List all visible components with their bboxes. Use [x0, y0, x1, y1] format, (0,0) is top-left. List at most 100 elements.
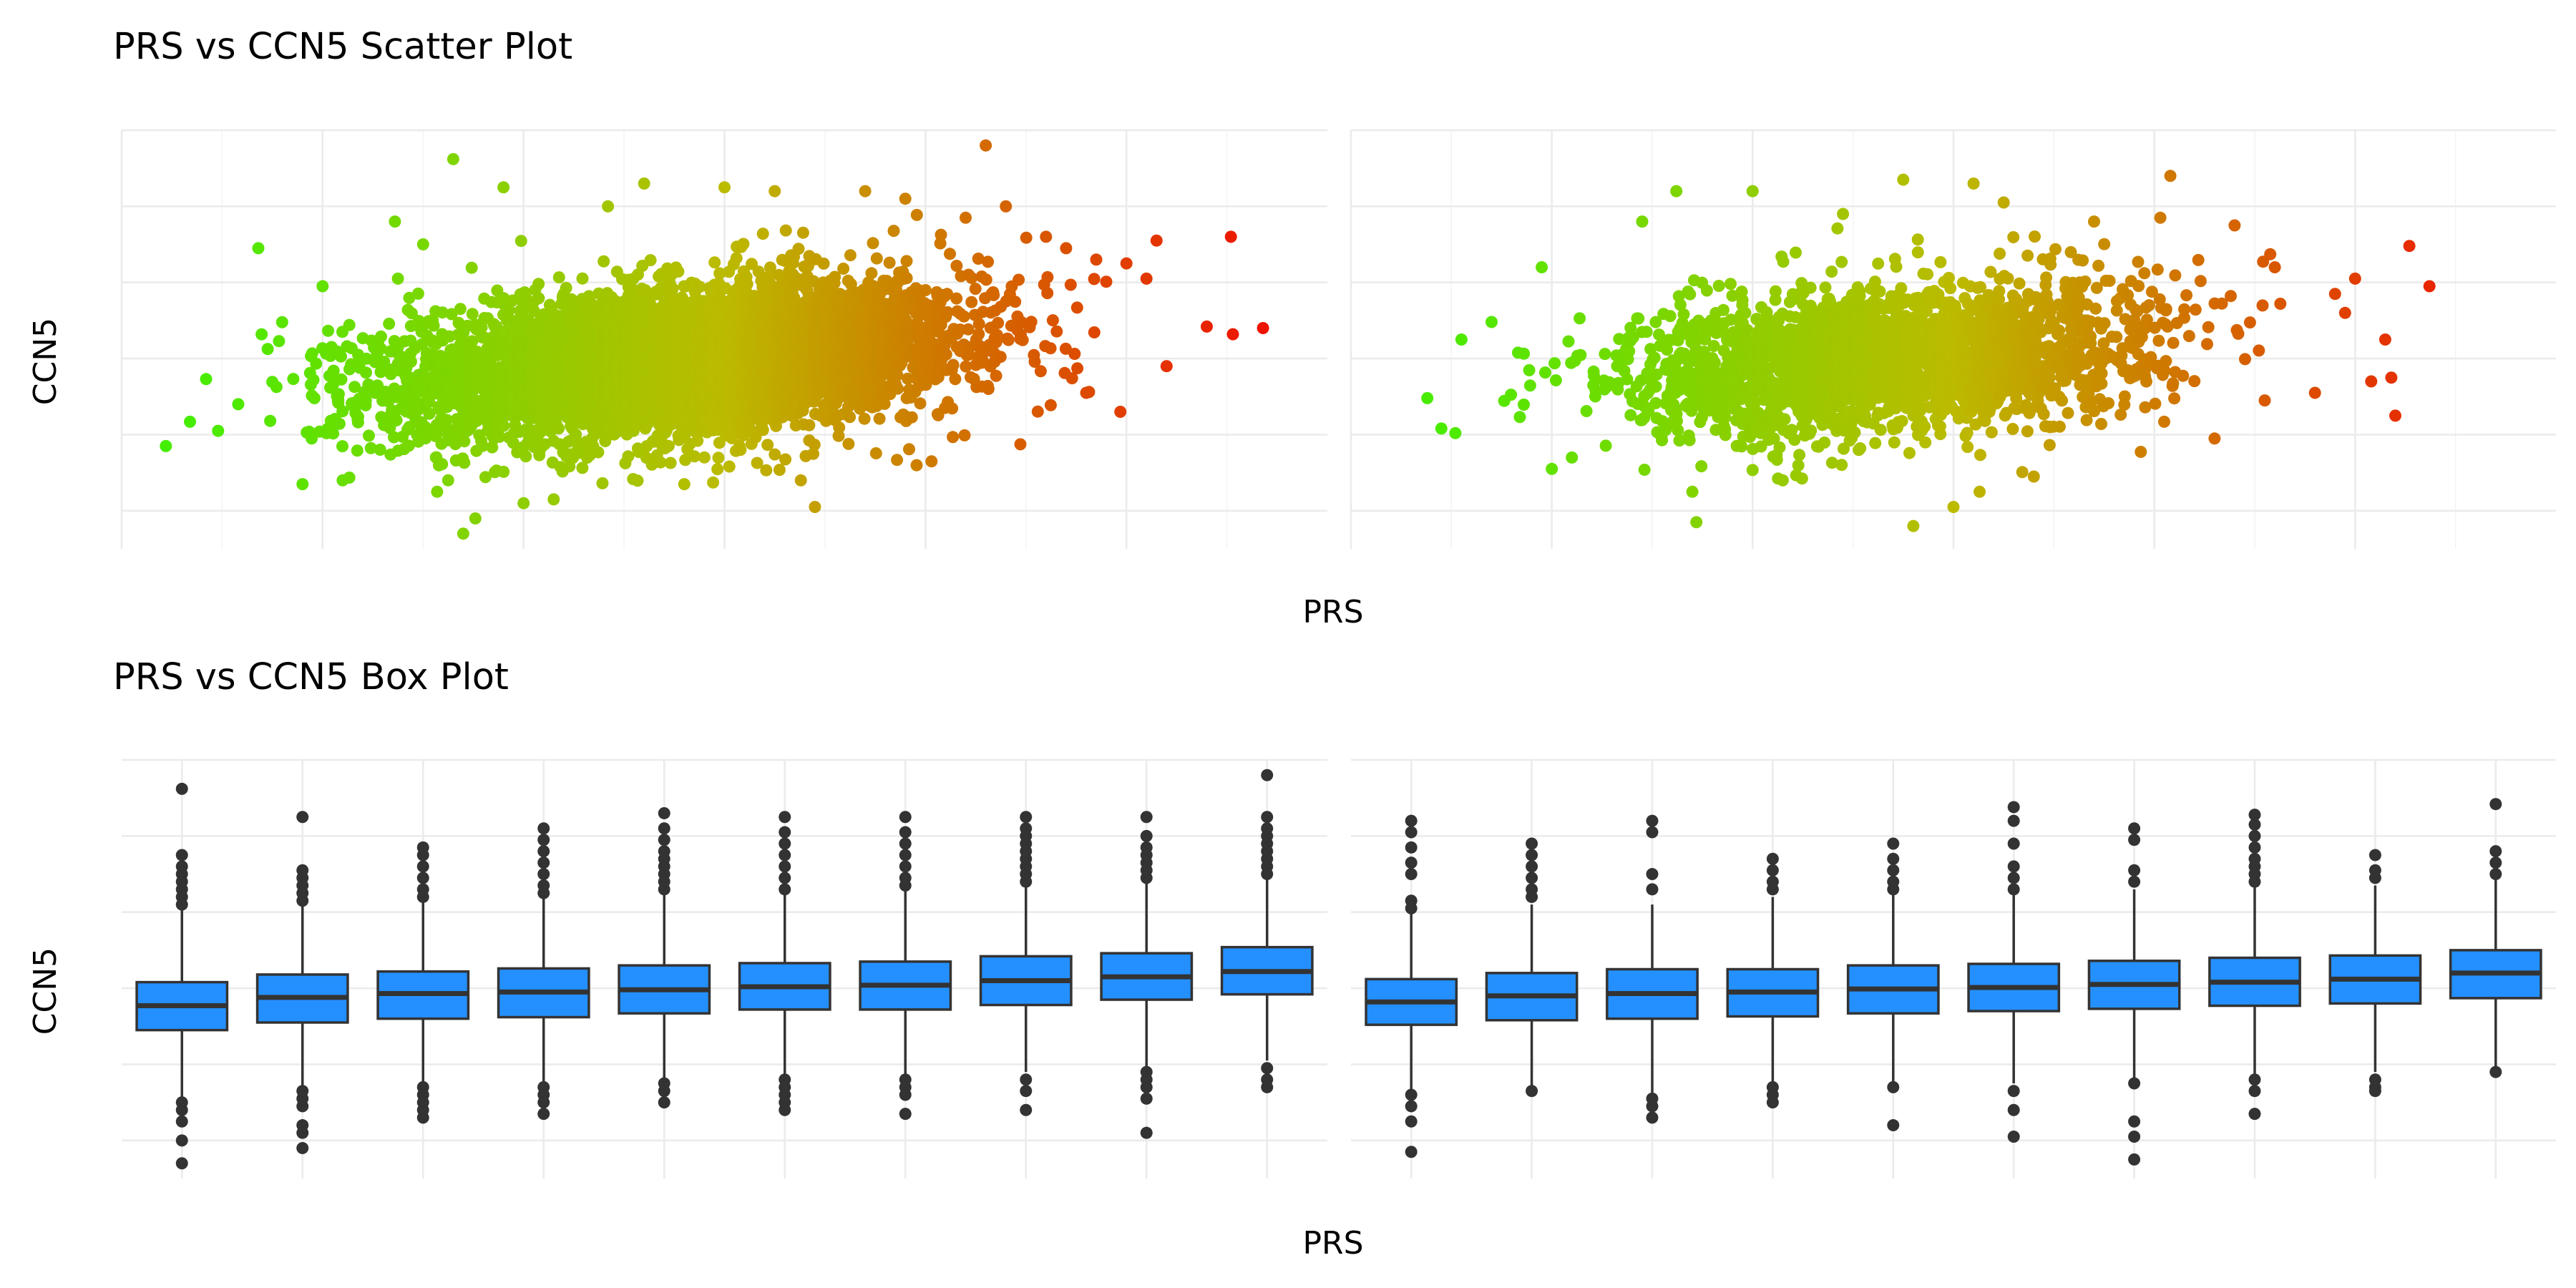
scatter-point: [336, 405, 349, 418]
scatter-point: [560, 281, 572, 294]
scatter-point: [947, 358, 960, 371]
scatter-point: [602, 200, 615, 213]
scatter-point: [982, 255, 995, 268]
scatter-point: [899, 192, 912, 205]
scatter-point: [891, 454, 904, 467]
scatter-point: [332, 388, 345, 401]
scatter-point: [867, 237, 879, 250]
scatter-point: [275, 316, 288, 328]
scatter-point: [761, 439, 774, 452]
scatter-point: [458, 435, 471, 448]
scatter-point: [858, 412, 871, 425]
scatter-point: [664, 457, 677, 469]
scatter-point: [708, 256, 721, 269]
scatter-point: [644, 254, 657, 267]
scatter-point: [335, 373, 348, 386]
scatter-point: [402, 439, 415, 452]
scatter-point: [940, 348, 952, 361]
scatter-point: [723, 460, 736, 473]
scatter-point: [980, 139, 992, 152]
scatter-point: [883, 256, 896, 269]
scatter-point: [892, 382, 904, 395]
scatter-point: [232, 398, 245, 411]
scatter-point: [477, 439, 489, 452]
scatter-point: [587, 299, 600, 312]
scatter-point: [457, 527, 469, 540]
scatter-point: [865, 267, 878, 280]
scatter-point: [322, 324, 334, 337]
scatter-point: [958, 429, 971, 441]
scatter-point: [360, 366, 372, 379]
scatter-point: [333, 417, 346, 430]
scatter-point: [390, 414, 403, 426]
scatter-point: [914, 397, 927, 410]
scatter-point: [436, 458, 449, 471]
scatter-point: [910, 208, 923, 221]
scatter-point: [842, 437, 855, 450]
scatter-point: [479, 471, 492, 484]
scatter-point: [431, 428, 443, 440]
scatter-point: [597, 255, 610, 268]
scatter-point: [712, 452, 725, 464]
scatter-point: [374, 444, 386, 456]
scatter-point: [678, 478, 691, 491]
scatter-point: [803, 419, 816, 431]
scatter-point: [507, 436, 519, 449]
scatter-point: [264, 414, 277, 427]
scatter-point: [965, 296, 978, 308]
scatter-point: [900, 255, 913, 268]
scatter-point: [261, 343, 274, 356]
scatter-point: [364, 441, 377, 454]
scatter-point: [982, 383, 995, 395]
scatter-point: [672, 265, 685, 278]
scatter-point: [383, 318, 396, 330]
scatter-point: [514, 235, 527, 248]
scatter-point: [638, 177, 650, 190]
scatter-point: [711, 463, 724, 476]
scatter-point: [809, 501, 821, 513]
scatter-point: [779, 224, 792, 237]
scatter-point: [252, 242, 265, 255]
scatter-point: [403, 421, 416, 434]
scatter-point: [552, 271, 565, 284]
scatter-point: [517, 497, 530, 509]
scatter-point: [662, 439, 675, 452]
scatter-point: [622, 450, 635, 463]
scatter-point: [375, 330, 387, 343]
scatter-point: [343, 318, 356, 331]
scatter-point: [466, 308, 479, 321]
scatter-point: [502, 303, 515, 316]
scatter-point: [903, 443, 915, 456]
scatter-point: [925, 455, 938, 468]
scatter-point: [869, 447, 882, 459]
scatter-point: [348, 381, 361, 394]
scatter-point: [730, 252, 743, 265]
scatter-point: [741, 278, 753, 291]
scatter-point: [405, 307, 418, 320]
scatter-point: [336, 440, 348, 453]
scatter-point: [436, 306, 449, 319]
scatter-point: [957, 310, 970, 323]
scatter-point: [859, 185, 872, 197]
scatter-point: [374, 342, 387, 355]
scatter-point: [980, 273, 992, 286]
scatter-point: [316, 280, 329, 293]
scatter-point: [900, 272, 913, 285]
scatter-point: [362, 378, 375, 391]
scatter-point: [255, 328, 268, 341]
scatter-point: [184, 415, 196, 428]
scatter-point: [756, 424, 769, 436]
scatter-point: [547, 493, 560, 506]
scatter-point: [919, 284, 932, 296]
scatter-point: [352, 410, 364, 423]
scatter-point: [493, 430, 506, 443]
scatter-point: [287, 373, 300, 386]
scatter-point: [756, 228, 769, 240]
scatter-point: [947, 431, 960, 444]
scatter-point: [972, 318, 985, 331]
scatter-panel-train: [120, 129, 1327, 549]
scatter-point: [335, 350, 347, 363]
scatter-point: [389, 215, 401, 228]
scatter-point: [792, 243, 805, 255]
